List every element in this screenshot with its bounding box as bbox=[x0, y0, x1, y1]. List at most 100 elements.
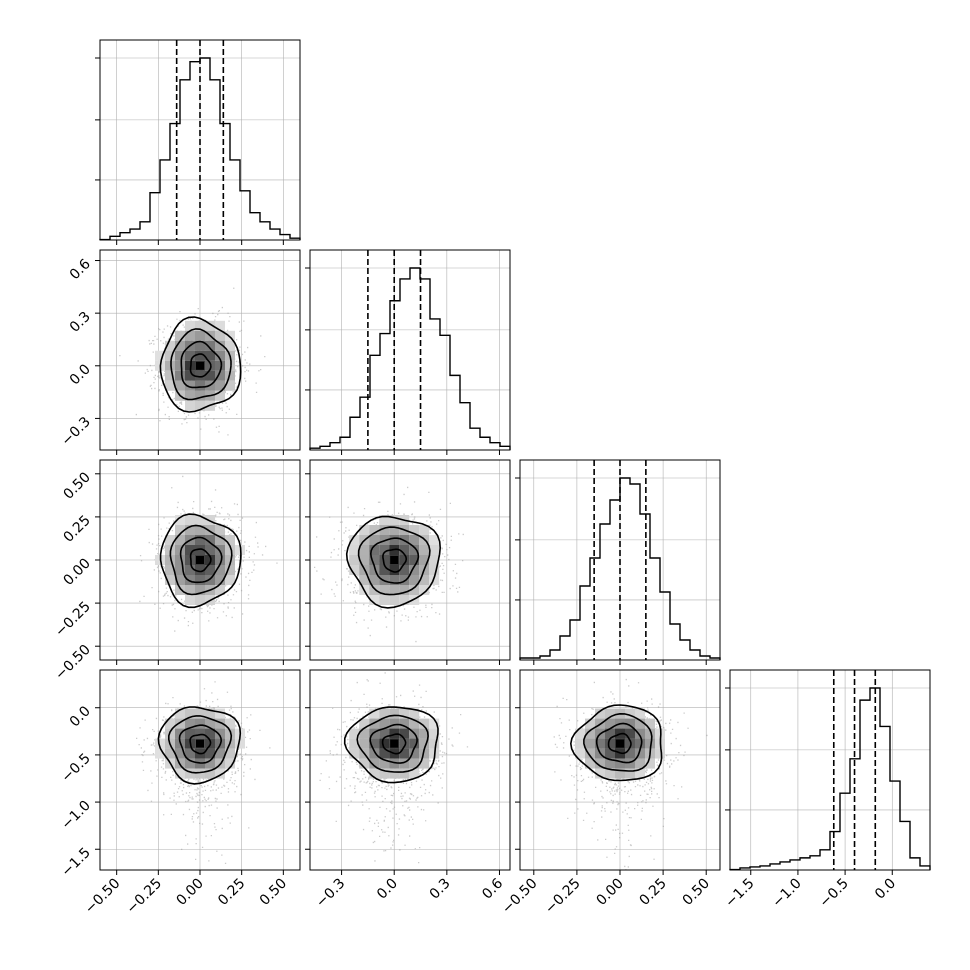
density-cell-2-0 bbox=[225, 565, 235, 575]
panel-2-0 bbox=[99, 459, 301, 661]
density-cell-2-1 bbox=[389, 565, 400, 575]
density-cell-2-1 bbox=[419, 585, 430, 595]
density-cell-1-0 bbox=[165, 360, 175, 371]
density-cell-1-0 bbox=[175, 330, 185, 341]
density-cell-2-0 bbox=[215, 565, 225, 575]
density-cell-3-2 bbox=[585, 728, 595, 739]
density-cell-3-1 bbox=[409, 758, 420, 769]
density-cell-3-2 bbox=[585, 748, 595, 759]
density-cell-2-1 bbox=[419, 555, 430, 565]
density-cell-2-0 bbox=[175, 535, 185, 545]
density-cell-2-1 bbox=[349, 565, 360, 575]
density-cell-2-0 bbox=[185, 575, 195, 585]
density-cell-2-1 bbox=[409, 575, 420, 585]
density-cell-1-0 bbox=[165, 370, 175, 381]
contour-2-1-0 bbox=[382, 548, 407, 573]
density-cell-3-2 bbox=[645, 738, 655, 749]
density-cell-3-1 bbox=[359, 718, 370, 729]
density-cell-1-0 bbox=[215, 370, 225, 381]
density-cell-1-0 bbox=[165, 380, 175, 391]
density-cell-2-0 bbox=[185, 545, 195, 555]
contour-3-2-0 bbox=[607, 732, 632, 755]
density-cell-3-0 bbox=[195, 768, 205, 779]
density-cell-2-0 bbox=[215, 585, 225, 595]
density-cell-2-1 bbox=[369, 555, 380, 565]
density-cell-3-2 bbox=[575, 738, 585, 749]
density-cell-3-0 bbox=[205, 768, 215, 779]
density-cell-3-2 bbox=[625, 768, 635, 779]
density-cell-3-0 bbox=[165, 748, 175, 759]
density-cell-1-0 bbox=[165, 340, 175, 351]
panel-2-2 bbox=[515, 459, 721, 661]
y-tick-label-3-1: −1.0 bbox=[58, 798, 93, 833]
density-cell-1-0 bbox=[205, 350, 215, 361]
density-cell-3-0 bbox=[165, 718, 175, 729]
density-cell-2-0 bbox=[165, 565, 175, 575]
scatter-2-0 bbox=[100, 460, 300, 660]
density-cell-3-2 bbox=[605, 728, 615, 739]
density-cell-3-2 bbox=[635, 738, 645, 749]
density-cell-2-1 bbox=[389, 535, 400, 545]
density-cell-3-1 bbox=[389, 768, 400, 779]
density-cell-2-1 bbox=[389, 595, 400, 605]
density-cell-1-0 bbox=[195, 380, 205, 391]
density-cell-1-0 bbox=[155, 350, 165, 361]
contour-2-0-1 bbox=[179, 536, 223, 584]
x-tick-label-1-0: −0.3 bbox=[313, 876, 348, 911]
density-cell-2-0 bbox=[225, 545, 235, 555]
density-cell-3-1 bbox=[379, 728, 390, 739]
density-cell-3-2 bbox=[575, 748, 585, 759]
density-cell-3-1 bbox=[409, 748, 420, 759]
density-cell-2-1 bbox=[389, 525, 400, 535]
density-cell-2-1 bbox=[359, 525, 370, 535]
density-cell-3-0 bbox=[235, 738, 245, 749]
density-cell-2-0 bbox=[165, 555, 175, 565]
hist-frame-3 bbox=[729, 669, 931, 871]
density-cell-1-0 bbox=[195, 320, 205, 331]
density-cell-2-0 bbox=[185, 565, 195, 575]
density-cell-1-0 bbox=[215, 390, 225, 401]
panel-2-1 bbox=[309, 459, 511, 661]
density-cell-3-2 bbox=[615, 758, 625, 769]
density-cell-3-2 bbox=[595, 708, 605, 719]
contour-1-0-2 bbox=[170, 328, 232, 401]
density-cell-3-2 bbox=[645, 718, 655, 729]
density-cell-2-0 bbox=[165, 535, 175, 545]
density-cell-3-1 bbox=[419, 748, 430, 759]
density-cell-3-2 bbox=[635, 708, 645, 719]
density-cell-3-0 bbox=[195, 728, 205, 739]
density-cell-2-1 bbox=[359, 575, 370, 585]
density-cell-1-0 bbox=[195, 330, 205, 341]
histogram-1 bbox=[309, 267, 511, 450]
density-cell-2-0 bbox=[175, 585, 185, 595]
density-cell-3-1 bbox=[419, 738, 430, 749]
density-cell-3-2 bbox=[635, 718, 645, 729]
density-cell-2-1 bbox=[429, 555, 440, 565]
density-cell-2-0 bbox=[195, 595, 205, 605]
x-tick-label-0-3: 0.25 bbox=[215, 876, 248, 909]
density-cell-2-1 bbox=[399, 585, 410, 595]
density-cell-1-0 bbox=[175, 380, 185, 391]
panel-1-1 bbox=[305, 249, 511, 451]
density-cell-2-1 bbox=[369, 585, 380, 595]
density-cell-3-2 bbox=[635, 728, 645, 739]
density-cell-2-1 bbox=[399, 545, 410, 555]
y-tick-label-2-0: −0.50 bbox=[52, 642, 94, 684]
density-cell-3-0 bbox=[225, 718, 235, 729]
panel-3-0 bbox=[99, 669, 301, 871]
density-cell-2-1 bbox=[429, 565, 440, 575]
x-tick-label-0-4: 0.50 bbox=[257, 876, 290, 909]
density-cell-3-1 bbox=[359, 738, 370, 749]
density-cell-2-0 bbox=[225, 535, 235, 545]
density-cell-3-2 bbox=[635, 758, 645, 769]
density-cell-2-1 bbox=[409, 585, 420, 595]
contour-3-2-3 bbox=[569, 704, 663, 782]
density-cell-3-1 bbox=[399, 718, 410, 729]
x-tick-label-2-3: 0.25 bbox=[637, 876, 670, 909]
density-cell-2-0 bbox=[205, 565, 215, 575]
density-cell-2-0 bbox=[165, 575, 175, 585]
density-cell-2-1 bbox=[389, 585, 400, 595]
density-cell-3-0 bbox=[225, 728, 235, 739]
density-cell-2-0 bbox=[185, 555, 195, 565]
density-cell-3-2 bbox=[585, 738, 595, 749]
